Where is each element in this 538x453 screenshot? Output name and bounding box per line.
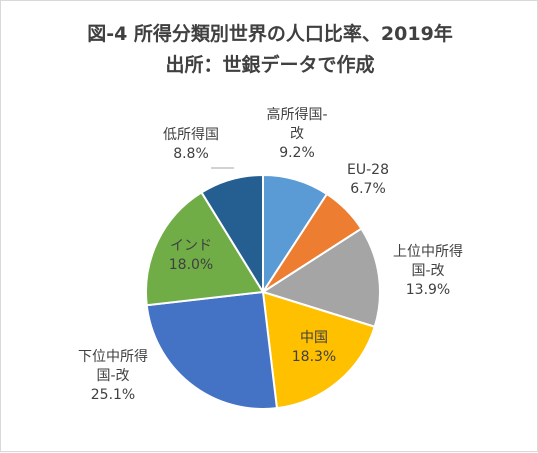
pie-slice-3 bbox=[261, 290, 376, 410]
pie-slice-6 bbox=[200, 173, 264, 296]
slice-label-1: EU-28 6.7% bbox=[347, 162, 389, 197]
slice-label-6: 低所得国 8.8% bbox=[163, 126, 219, 162]
slice-label-0: 高所得国-改 9.2% bbox=[266, 106, 327, 161]
slice-label-3: 中国 18.3% bbox=[292, 330, 336, 365]
pie-slice-5 bbox=[145, 191, 265, 307]
data-labels: 高所得国-改 9.2% EU-28 6.7% 上位中所得国-改 13.9% 中国 18.3% 下… bbox=[78, 106, 463, 403]
pie-slice-2 bbox=[260, 227, 381, 329]
slice-label-2: 上位中所得国-改 13.9% bbox=[393, 243, 463, 298]
pie-slice-4 bbox=[145, 290, 279, 410]
slice-label-5: インド 18.0% bbox=[169, 238, 213, 273]
pie-slices bbox=[145, 173, 381, 410]
chart-title: 図-4 所得分類別世界の人口比率、2019年 bbox=[87, 22, 453, 45]
slice-label-4: 下位中所得国-改 25.1% bbox=[78, 348, 148, 403]
chart-subtitle: 出所：世銀データで作成 bbox=[165, 53, 374, 76]
